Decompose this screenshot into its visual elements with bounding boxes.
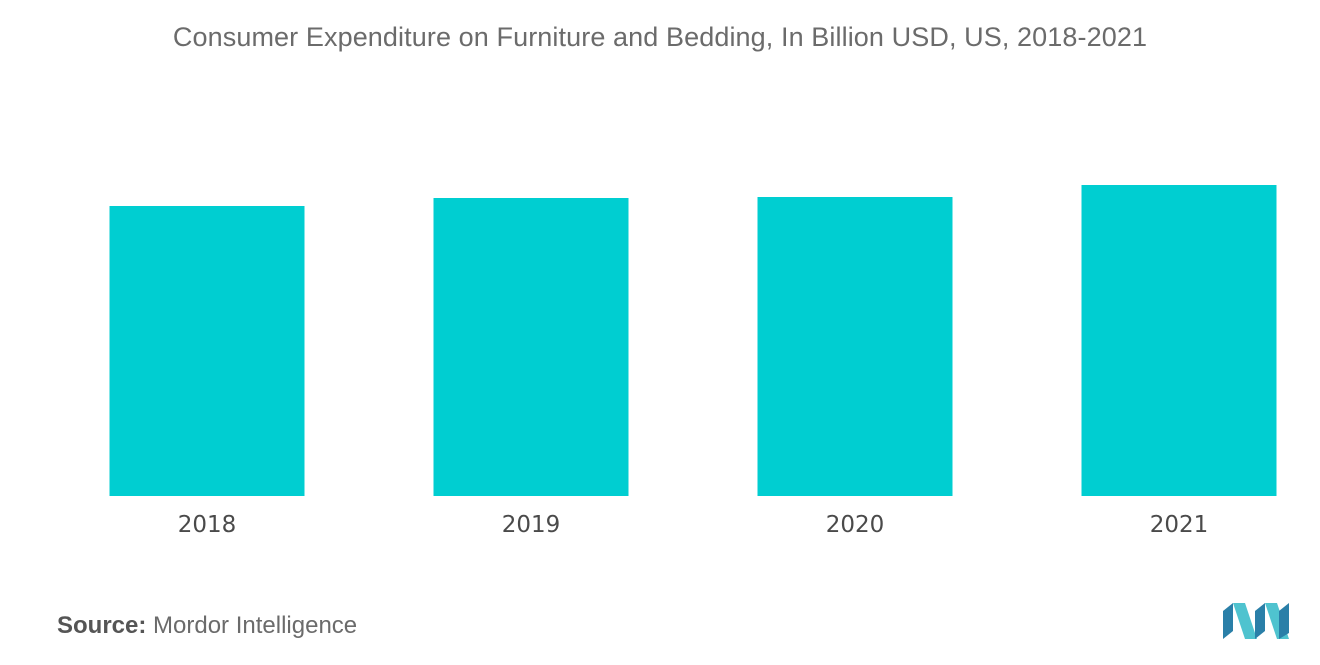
x-tick-label-2020: 2020 — [826, 512, 885, 538]
chart-title: Consumer Expenditure on Furniture and Be… — [172, 22, 1148, 52]
bar-chart: 2018 2019 2020 2021 — [109, 185, 1277, 538]
source-text: Mordor Intelligence — [153, 612, 358, 639]
bar-2021 — [1081, 185, 1277, 496]
bar-2018 — [109, 206, 305, 496]
x-tick-label-2021: 2021 — [1150, 512, 1209, 538]
bar-2020 — [757, 197, 953, 496]
x-tick-label-2019: 2019 — [502, 512, 561, 538]
x-tick-label-2018: 2018 — [178, 512, 237, 538]
bars-group — [109, 185, 1277, 496]
source-label: Source: — [57, 612, 147, 639]
source-note: Source: Mordor Intelligence — [57, 612, 357, 640]
bar-2019 — [433, 198, 629, 496]
x-axis-ticks: 2018 2019 2020 2021 — [178, 512, 1209, 538]
mordor-intelligence-logo-icon — [1223, 603, 1289, 639]
